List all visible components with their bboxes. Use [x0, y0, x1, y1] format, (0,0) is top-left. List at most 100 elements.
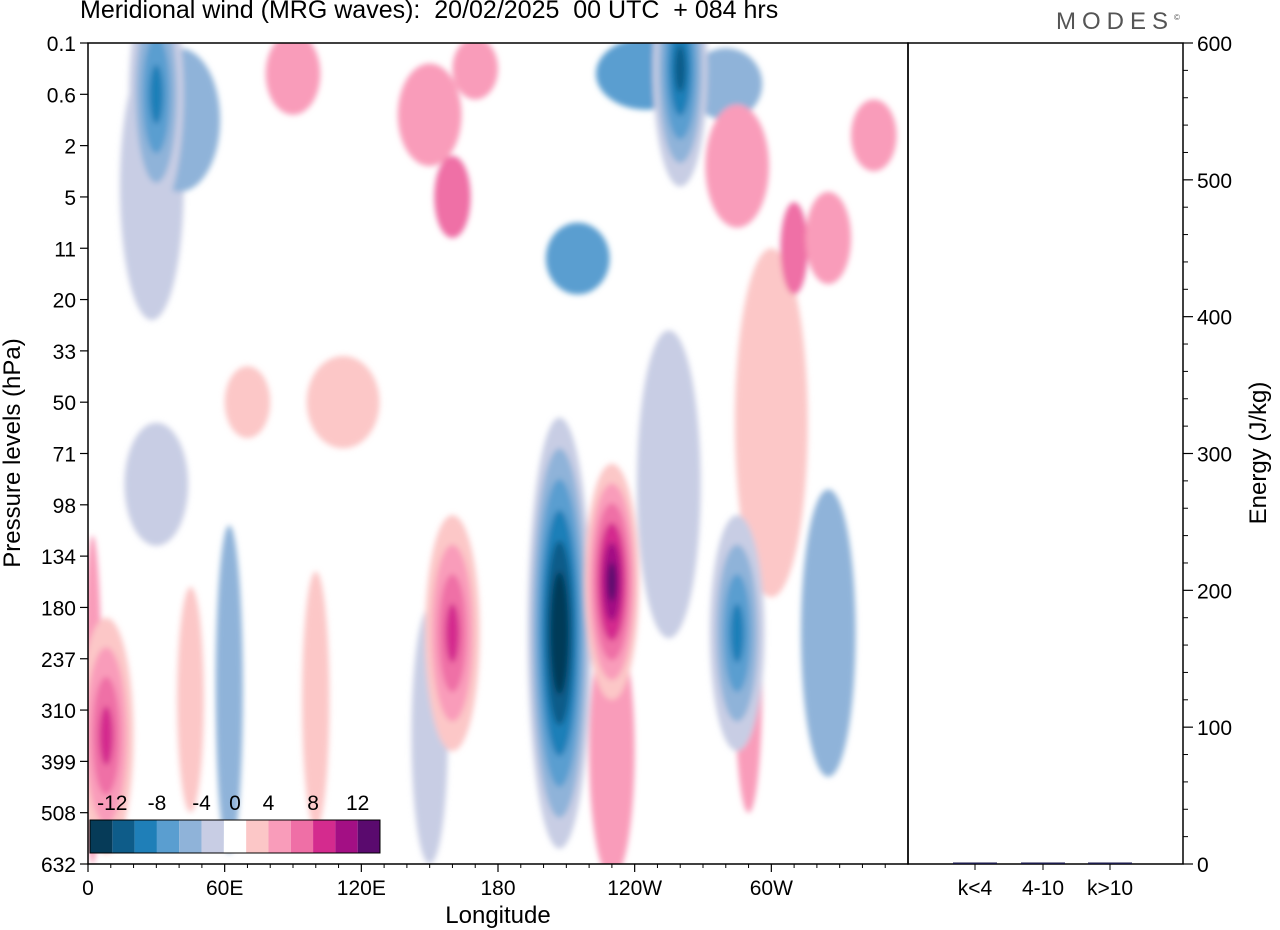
- anomaly-blob: [734, 248, 808, 598]
- y-tick-label: 71: [53, 444, 76, 467]
- energy-tick-label: 100: [1197, 717, 1232, 740]
- y-tick-label: 5: [64, 187, 76, 210]
- pressure-axis: 0.1 0.6 2 5 11 20 33 50 71 98 134 180 237 310 399 508 63…: [41, 33, 88, 877]
- y-tick-label: 134: [41, 546, 76, 569]
- y-tick-label: 310: [41, 700, 76, 723]
- y-tick-label: 11: [54, 238, 76, 261]
- y-tick-label: 50: [53, 392, 76, 415]
- y-tick-label: 33: [53, 341, 76, 364]
- colorbar-swatch: [90, 820, 113, 853]
- anomaly-blob: [306, 356, 380, 449]
- y-tick-label: 2: [64, 136, 76, 159]
- y-tick-label: 508: [41, 803, 76, 826]
- x-tick-label: 60E: [206, 877, 243, 900]
- anomaly-blob: [636, 330, 701, 639]
- anomaly-blob: [452, 43, 498, 100]
- energy-tick-label: 600: [1197, 33, 1232, 56]
- energy-tick-label: 0: [1197, 854, 1209, 877]
- colorbar-swatch: [156, 820, 180, 853]
- chart-title: Meridional wind (MRG waves): 20/02/2025 …: [80, 0, 779, 24]
- wind-contours: [88, 43, 897, 864]
- brand-logo: MODES©: [1056, 8, 1180, 36]
- colorbar-tick-label: -4: [192, 792, 211, 815]
- colorbar-swatch: [268, 820, 291, 853]
- feature-contour: [674, 45, 686, 93]
- anomaly-blob: [224, 366, 271, 439]
- anomaly-blob: [689, 48, 763, 120]
- feature-contour: [554, 602, 565, 664]
- energy-bar: [953, 862, 997, 864]
- energy-bars: [953, 862, 1132, 864]
- colorbar-tick-label: -12: [97, 792, 127, 815]
- feature-contour: [149, 64, 164, 124]
- anomaly-blob: [800, 489, 856, 777]
- y-tick-label: 237: [41, 649, 76, 672]
- colorbar-swatch: [313, 820, 336, 853]
- energy-categories: k<4 4-10 k>10: [958, 864, 1133, 900]
- anomaly-blob: [780, 202, 808, 295]
- anomaly-blob: [851, 99, 897, 172]
- anomaly-blob: [805, 191, 852, 285]
- feature-contour: [730, 603, 745, 663]
- colorbar-tick-label: 12: [346, 792, 369, 815]
- colorbar-swatch: [223, 820, 247, 853]
- brand-name: MODES: [1056, 8, 1175, 35]
- longitude-axis: 0 60E 120E 180 120W 60W: [82, 864, 886, 900]
- colorbar-tick-label: 0: [229, 792, 241, 815]
- energy-category-label: k>10: [1087, 877, 1133, 900]
- energy-panel-frame: [907, 42, 1184, 865]
- energy-axis: 0 100 200 300 400 500 600: [1183, 33, 1232, 877]
- colorbar-tick-label: -8: [148, 792, 167, 815]
- anomaly-blob: [215, 525, 243, 854]
- energy-tick-label: 200: [1197, 580, 1232, 603]
- energy-axis-label: Energy (J/kg): [1245, 382, 1272, 525]
- anomaly-blob: [705, 104, 770, 228]
- energy-bar: [1021, 862, 1065, 864]
- wind-field: [88, 43, 897, 864]
- anomaly-blob: [302, 571, 330, 829]
- x-axis-label: Longitude: [445, 902, 550, 929]
- y-tick-label: 20: [53, 290, 76, 313]
- y-tick-label: 0.1: [47, 33, 76, 56]
- colorbar-swatch: [201, 820, 224, 853]
- anomaly-blob: [265, 43, 321, 115]
- colorbar-frame: [89, 819, 381, 854]
- feature-contour: [607, 562, 617, 602]
- energy-tick-label: 500: [1197, 170, 1232, 193]
- y-tick-label: 0.6: [47, 84, 76, 107]
- anomaly-blob: [434, 155, 471, 238]
- y-tick-label: 180: [41, 597, 76, 620]
- y-tick-label: 98: [53, 495, 76, 518]
- colorbar-swatch: [246, 820, 269, 853]
- colorbar-swatch: [134, 820, 157, 853]
- anomaly-blob: [545, 222, 610, 295]
- y-axis-label: Pressure levels (hPa): [0, 338, 26, 567]
- energy-category-label: 4-10: [1022, 877, 1064, 900]
- anomaly-blob: [397, 63, 462, 167]
- colorbar-swatch: [112, 820, 135, 853]
- brand-copyright-mark: ©: [1174, 13, 1180, 22]
- colorbar-legend: -12 -8 -4 0 4 8 12: [89, 792, 381, 854]
- anomaly-blob: [124, 422, 189, 546]
- colorbar-swatch: [335, 820, 358, 853]
- colorbar-tick-label: 4: [263, 792, 275, 815]
- energy-bar: [1088, 862, 1132, 864]
- colorbar-swatch: [179, 820, 202, 853]
- x-tick-label: 120E: [337, 877, 386, 900]
- energy-tick-label: 300: [1197, 444, 1232, 467]
- y-tick-label: 399: [41, 751, 76, 774]
- feature-contour: [99, 706, 114, 766]
- x-tick-label: 60W: [750, 877, 793, 900]
- x-tick-label: 180: [480, 877, 515, 900]
- feature-contour: [445, 603, 460, 663]
- anomaly-blob: [176, 586, 205, 813]
- colorbar-tick-label: 8: [307, 792, 319, 815]
- x-tick-label: 120W: [607, 877, 662, 900]
- y-tick-label: 632: [41, 854, 76, 877]
- x-tick-label: 0: [82, 877, 94, 900]
- colorbar-swatch: [290, 820, 314, 853]
- colorbar-swatch: [357, 820, 380, 853]
- energy-category-label: k<4: [958, 877, 993, 900]
